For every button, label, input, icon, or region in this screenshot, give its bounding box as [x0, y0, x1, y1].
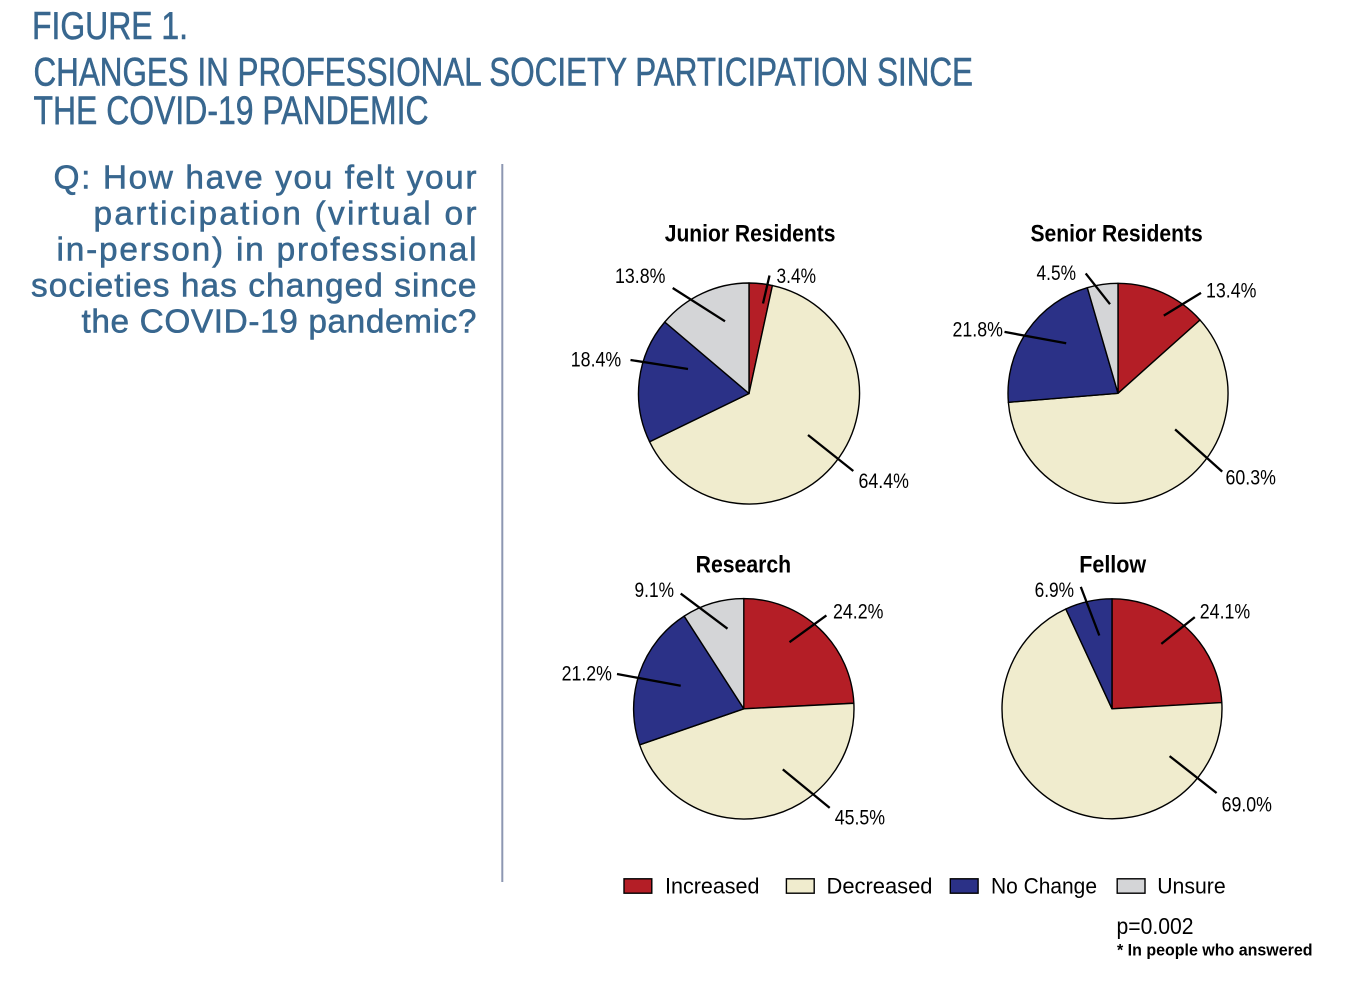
- svg-text:Unsure: Unsure: [1157, 874, 1226, 899]
- svg-text:21.8%: 21.8%: [953, 318, 1003, 342]
- svg-text:participation (virtual or: participation (virtual or: [94, 196, 477, 233]
- svg-text:Decreased: Decreased: [827, 874, 933, 899]
- svg-text:45.5%: 45.5%: [835, 806, 885, 830]
- svg-text:Q: How have you felt your: Q: How have you felt your: [54, 160, 477, 197]
- svg-text:13.4%: 13.4%: [1206, 279, 1256, 303]
- svg-text:* In people who answered: * In people who answered: [1117, 941, 1313, 960]
- svg-text:6.9%: 6.9%: [1035, 578, 1075, 602]
- svg-text:Research: Research: [696, 552, 792, 579]
- svg-text:THE COVID-19 PANDEMIC: THE COVID-19 PANDEMIC: [34, 89, 429, 133]
- svg-text:60.3%: 60.3%: [1226, 466, 1276, 490]
- svg-text:64.4%: 64.4%: [859, 469, 909, 493]
- svg-text:4.5%: 4.5%: [1037, 261, 1077, 285]
- svg-text:societies has changed since: societies has changed since: [31, 268, 477, 305]
- svg-text:No Change: No Change: [991, 874, 1097, 899]
- svg-text:13.8%: 13.8%: [615, 264, 665, 288]
- svg-text:9.1%: 9.1%: [635, 578, 675, 602]
- svg-text:3.4%: 3.4%: [777, 264, 817, 288]
- svg-text:24.2%: 24.2%: [833, 600, 883, 624]
- svg-text:Increased: Increased: [665, 874, 760, 899]
- svg-text:FIGURE 1.: FIGURE 1.: [32, 5, 188, 48]
- svg-text:the COVID-19 pandemic?: the COVID-19 pandemic?: [82, 304, 477, 341]
- svg-text:21.2%: 21.2%: [562, 662, 612, 686]
- svg-text:24.1%: 24.1%: [1200, 600, 1250, 624]
- svg-text:Junior Residents: Junior Residents: [665, 220, 836, 247]
- svg-text:Senior Residents: Senior Residents: [1031, 221, 1203, 248]
- svg-text:p=0.002: p=0.002: [1117, 913, 1194, 939]
- svg-text:in-person) in professional: in-person) in professional: [57, 232, 477, 269]
- svg-text:69.0%: 69.0%: [1222, 792, 1272, 816]
- svg-text:Fellow: Fellow: [1079, 552, 1147, 579]
- svg-text:CHANGES IN PROFESSIONAL SOCIET: CHANGES IN PROFESSIONAL SOCIETY PARTICIP…: [34, 50, 974, 94]
- svg-text:18.4%: 18.4%: [571, 348, 621, 372]
